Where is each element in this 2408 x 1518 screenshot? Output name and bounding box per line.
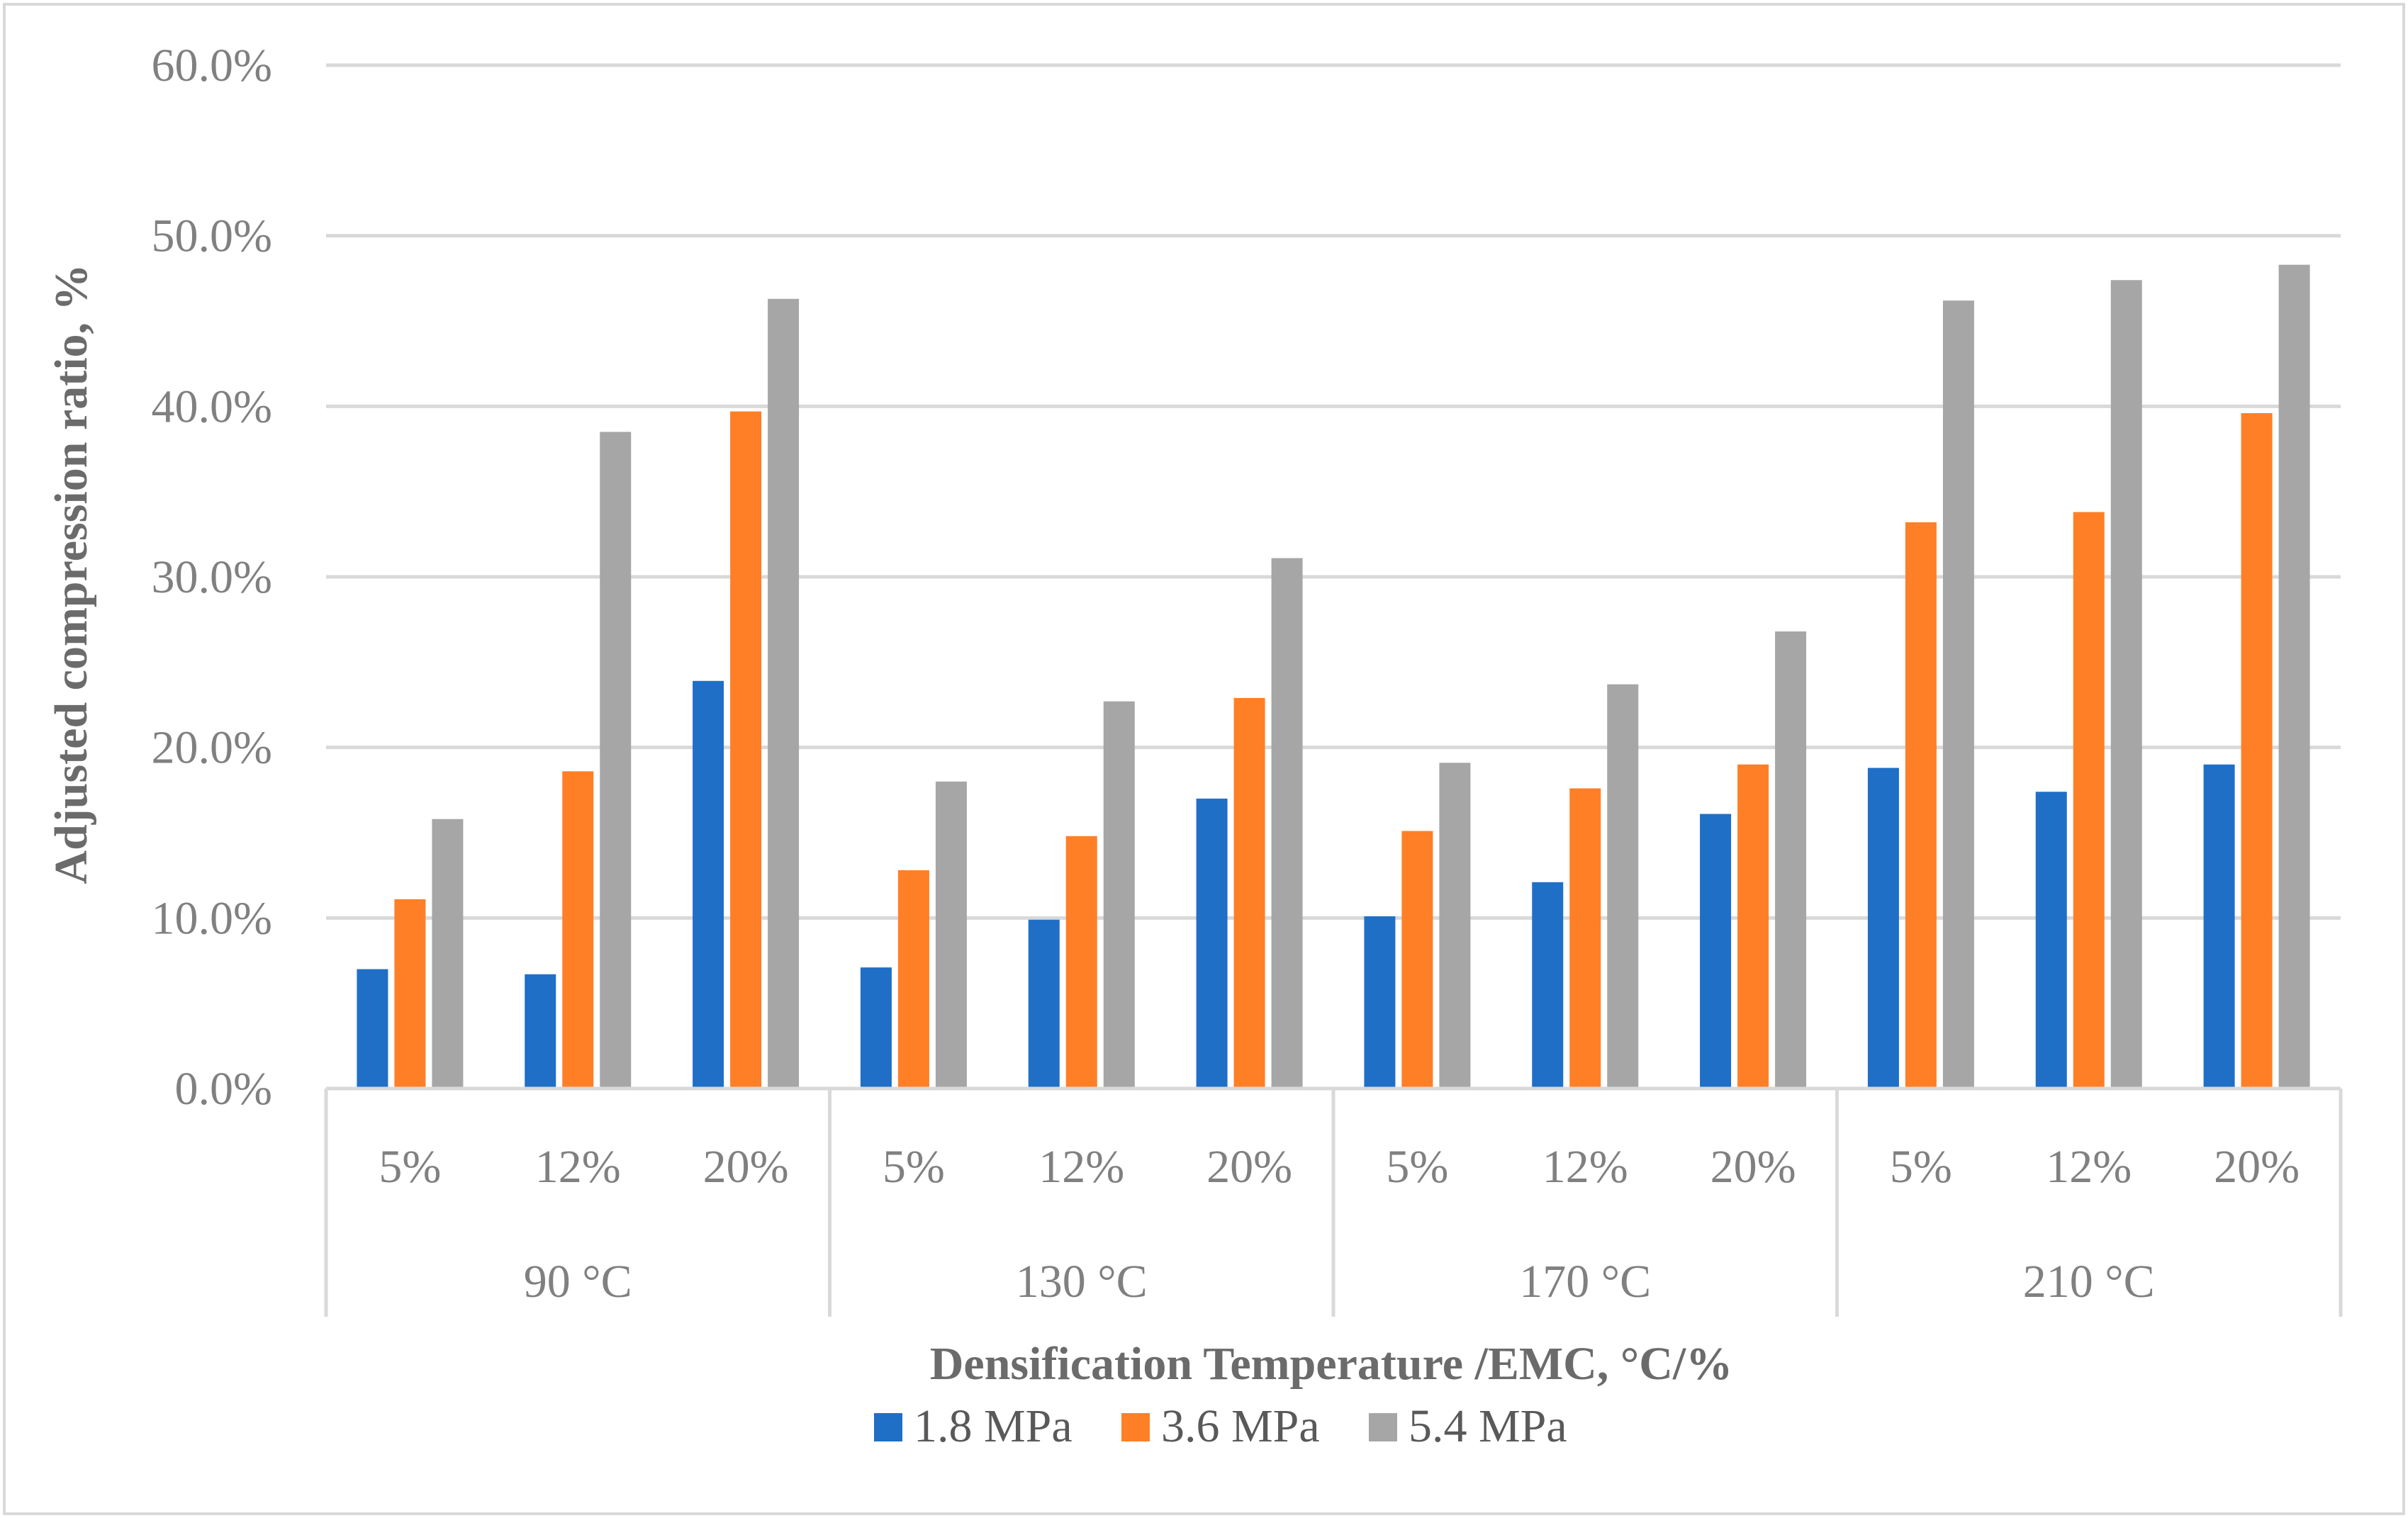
bar-5-4-mpa [1775, 631, 1807, 1089]
bar-5-4-mpa [768, 298, 800, 1089]
chart-border [3, 3, 2405, 1515]
x-tick-label: 12% [1542, 1141, 1628, 1193]
bar-3-6-mpa [1401, 831, 1433, 1089]
bar-5-4-mpa [1942, 300, 1974, 1089]
bar-3-6-mpa [1737, 764, 1769, 1089]
bar-1-8-mpa [1196, 798, 1228, 1089]
bar-3-6-mpa [394, 899, 426, 1089]
bar-1-8-mpa [1028, 919, 1060, 1089]
y-tick-label: 60.0% [152, 40, 272, 91]
x-group-label: 170 °C [1519, 1256, 1651, 1308]
x-tick-label: 20% [2214, 1141, 2300, 1193]
x-axis: 5% 12% 20% 5% 12% 20% 5% 12% 20% 5% 12% 20% 90 °C 130… [324, 1086, 2343, 1317]
bar-5-4-mpa [600, 432, 632, 1089]
legend-label-3-6-mpa: 3.6 MPa [1161, 1400, 1320, 1452]
bar-1-8-mpa [693, 680, 724, 1089]
bar-1-8-mpa [1867, 768, 1899, 1089]
bar-1-8-mpa [2203, 764, 2235, 1089]
bar-3-6-mpa [730, 411, 762, 1089]
x-tick-label: 12% [535, 1141, 621, 1193]
x-group-label: 130 °C [1016, 1256, 1148, 1308]
y-tick-label: 40.0% [152, 381, 272, 432]
bar-1-8-mpa [860, 967, 892, 1089]
y-axis: 0.0% 10.0% 20.0% 30.0% 40.0% 50.0% 60.0% [152, 40, 272, 1115]
bar-3-6-mpa [897, 870, 929, 1089]
bar-3-6-mpa [1569, 788, 1601, 1089]
x-tick-label: 20% [703, 1141, 789, 1193]
bar-3-6-mpa [1065, 836, 1097, 1089]
bar-1-8-mpa [357, 969, 388, 1089]
legend-label-1-8-mpa: 1.8 MPa [914, 1400, 1073, 1452]
x-tick-label: 12% [2046, 1141, 2132, 1193]
bar-5-4-mpa [432, 819, 464, 1089]
bar-3-6-mpa [1905, 522, 1937, 1089]
bar-1-8-mpa [525, 974, 556, 1089]
bar-1-8-mpa [1700, 814, 1732, 1089]
bar-1-8-mpa [1364, 916, 1396, 1089]
bar-5-4-mpa [2110, 280, 2142, 1089]
legend-swatch-1-8-mpa [874, 1413, 902, 1441]
x-tick-label: 20% [1206, 1141, 1292, 1193]
bar-5-4-mpa [935, 781, 967, 1089]
y-tick-label: 30.0% [152, 551, 272, 603]
bar-5-4-mpa [1607, 684, 1639, 1089]
bar-3-6-mpa [562, 771, 594, 1089]
x-tick-label: 20% [1710, 1141, 1796, 1193]
y-tick-label: 10.0% [152, 892, 272, 944]
y-tick-label: 0.0% [175, 1063, 272, 1115]
x-group-label: 210 °C [2023, 1256, 2155, 1308]
legend-swatch-3-6-mpa [1121, 1413, 1150, 1441]
y-axis-title: Adjusted compression ratio, % [45, 264, 97, 884]
bars [357, 264, 2310, 1089]
x-axis-title: Densification Temperature /EMC, °C/% [930, 1338, 1732, 1390]
x-group-label: 90 °C [524, 1256, 632, 1308]
bar-5-4-mpa [1271, 558, 1303, 1089]
bar-5-4-mpa [1439, 763, 1471, 1089]
bar-5-4-mpa [2278, 264, 2310, 1089]
x-tick-label: 12% [1038, 1141, 1124, 1193]
legend-swatch-5-4-mpa [1369, 1413, 1397, 1441]
y-tick-label: 50.0% [152, 210, 272, 262]
legend: 1.8 MPa 3.6 MPa 5.4 MPa [874, 1400, 1567, 1452]
bar-3-6-mpa [2241, 412, 2273, 1089]
bar-3-6-mpa [2073, 512, 2105, 1089]
bar-1-8-mpa [2035, 792, 2067, 1089]
bar-1-8-mpa [1532, 882, 1564, 1089]
y-tick-label: 20.0% [152, 722, 272, 774]
legend-label-5-4-mpa: 5.4 MPa [1409, 1400, 1567, 1452]
x-tick-label: 5% [883, 1141, 945, 1193]
x-tick-label: 5% [379, 1141, 441, 1193]
x-tick-label: 5% [1890, 1141, 1952, 1193]
x-tick-label: 5% [1386, 1141, 1448, 1193]
bar-3-6-mpa [1233, 697, 1265, 1089]
bar-5-4-mpa [1103, 701, 1135, 1089]
